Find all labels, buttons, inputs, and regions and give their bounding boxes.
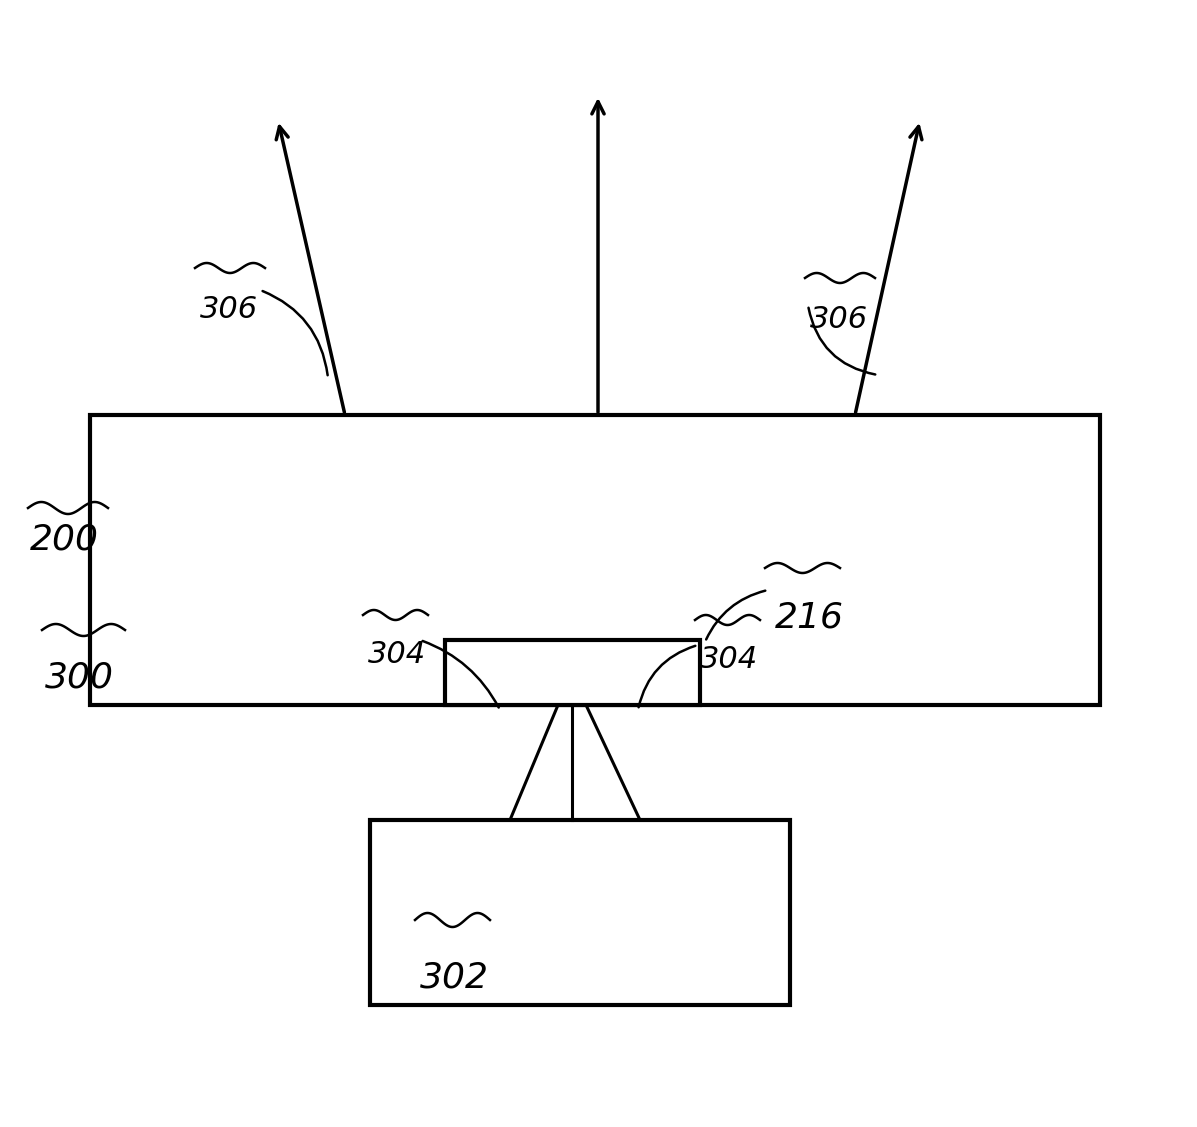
- Bar: [370, 820, 790, 1005]
- Text: 300: 300: [45, 660, 114, 694]
- Bar: [90, 415, 1100, 706]
- Bar: [445, 640, 700, 706]
- Text: 304: 304: [367, 640, 426, 669]
- Text: 304: 304: [700, 645, 758, 674]
- Text: 200: 200: [30, 523, 99, 557]
- Text: 306: 306: [200, 295, 259, 323]
- Text: 302: 302: [420, 960, 490, 994]
- Text: 306: 306: [810, 305, 868, 334]
- Text: 216: 216: [774, 600, 844, 635]
